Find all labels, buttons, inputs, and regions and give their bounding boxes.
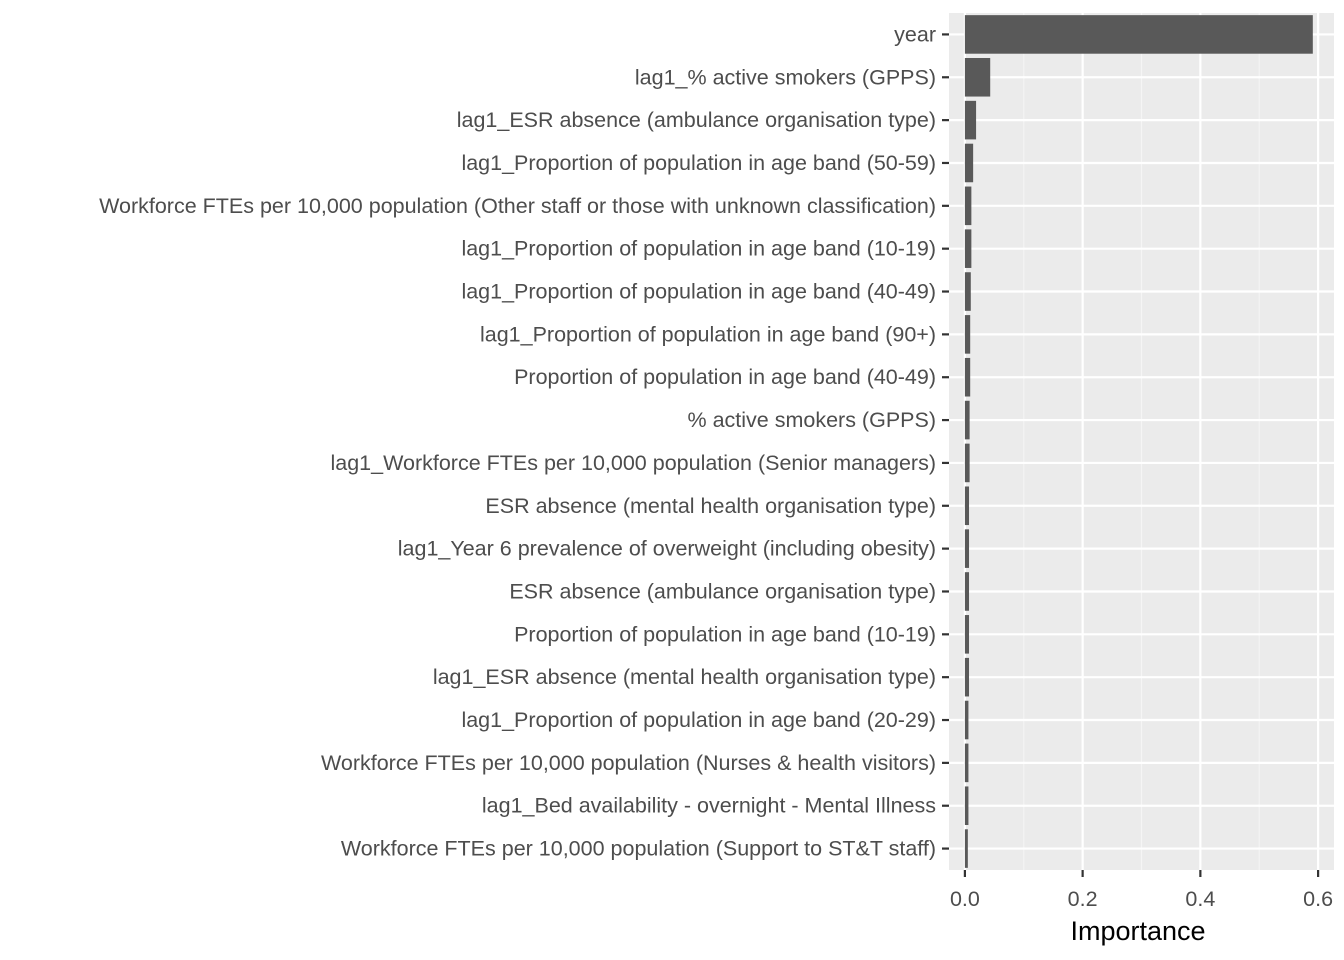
bar [964,829,968,868]
x-axis-title: Importance [1070,916,1205,946]
y-tick-label: lag1_Proportion of population in age ban… [461,151,936,175]
bar [964,400,970,440]
y-tick-label: Workforce FTEs per 10,000 population (Ot… [99,194,936,218]
bar [964,443,970,483]
y-axis-ticks [942,33,949,850]
y-tick-label: lag1_Proportion of population in age ban… [480,322,936,346]
bar [964,657,970,697]
bar [964,100,977,140]
bar [964,786,969,826]
bar [964,15,1313,54]
bar [964,229,972,268]
y-tick-label: ESR absence (ambulance organisation type… [509,579,936,603]
y-tick-label: lag1_Proportion of population in age ban… [461,280,936,304]
y-tick-label: % active smokers (GPPS) [688,408,937,432]
y-tick-label: lag1_% active smokers (GPPS) [635,65,936,89]
y-tick-label: lag1_Year 6 prevalence of overweight (in… [398,537,936,561]
bar [964,615,970,654]
y-tick-label: Proportion of population in age band (40… [514,365,936,389]
bar [964,700,969,740]
y-tick-label: Workforce FTEs per 10,000 population (Nu… [321,751,936,775]
x-tick-label: 0.2 [1068,887,1098,911]
bar [964,743,969,783]
bar [964,572,970,611]
major-gridlines [949,13,1334,870]
bar [964,186,972,226]
x-axis-labels: 0.0 0.2 0.4 0.6 [950,887,1333,911]
bar [964,143,974,183]
y-tick-label: lag1_Proportion of population in age ban… [461,708,936,732]
bar [964,272,971,311]
x-tick-label: 0.6 [1303,887,1333,911]
y-tick-label: lag1_Bed availability - overnight - Ment… [482,794,936,818]
bar [964,486,970,526]
bar [964,315,971,354]
y-tick-label: lag1_ESR absence (ambulance organisation… [457,108,936,132]
y-tick-label: lag1_ESR absence (mental health organisa… [433,665,936,689]
x-tick-label: 0.4 [1185,887,1215,911]
bars [964,15,1313,868]
y-tick-label: year [894,22,936,46]
y-axis-labels: year lag1_% active smokers (GPPS) lag1_ESR… [99,22,936,860]
x-axis-ticks [963,870,1320,877]
y-tick-label: Proportion of population in age band (10… [514,622,936,646]
y-tick-label: lag1_Workforce FTEs per 10,000 populatio… [330,451,936,475]
bar [964,529,970,568]
x-tick-label: 0.0 [950,887,980,911]
y-tick-label: ESR absence (mental health organisation … [485,494,936,518]
bar [964,57,991,97]
bar [964,357,971,397]
minor-gridlines [1023,13,1260,870]
y-tick-label: Workforce FTEs per 10,000 population (Su… [341,837,936,861]
y-tick-label: lag1_Proportion of population in age ban… [461,237,936,261]
